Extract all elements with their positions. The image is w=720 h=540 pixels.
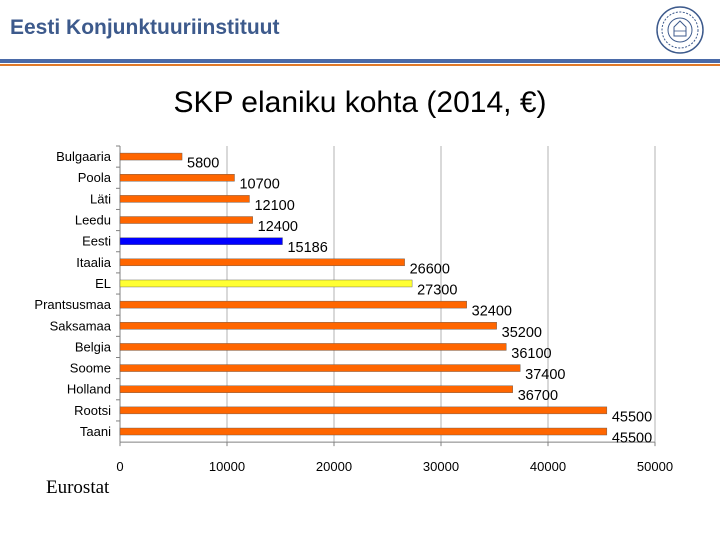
value-label-saksamaa: 35200 [502, 325, 542, 341]
value-label-itaalia: 26600 [410, 261, 450, 277]
header-divider-orange [0, 64, 720, 66]
value-label-holland: 36700 [518, 388, 558, 404]
source-label: Eurostat [46, 477, 110, 498]
value-label-läti: 12100 [254, 198, 294, 214]
bar-eesti [119, 237, 283, 245]
bar-rootsi [119, 406, 608, 415]
bar-läti [119, 195, 250, 203]
category-label-taani: Taani [80, 424, 111, 439]
bar-bulgaaria [119, 152, 183, 161]
category-label-soome: Soome [70, 361, 111, 376]
category-label-itaalia: Itaalia [76, 255, 111, 270]
value-label-prantsusmaa: 32400 [472, 304, 512, 320]
chart-title: SKP elaniku kohta (2014, €) [173, 86, 547, 119]
institute-seal-icon [656, 6, 704, 54]
bar-saksamaa [119, 322, 497, 330]
bar-prantsusmaa [119, 300, 467, 309]
x-tick-label-20000: 20000 [316, 459, 352, 474]
value-label-poola: 10700 [239, 177, 279, 193]
bar-el [119, 279, 413, 288]
x-tick-label-40000: 40000 [530, 459, 566, 474]
bar-leedu [119, 216, 253, 224]
category-label-bulgaaria: Bulgaaria [56, 149, 112, 164]
category-label-holland: Holland [67, 382, 111, 397]
bar-taani [119, 427, 608, 436]
header-divider-blue [0, 59, 720, 63]
category-label-saksamaa: Saksamaa [50, 318, 112, 333]
bar-itaalia [119, 258, 405, 267]
value-label-bulgaaria: 5800 [187, 156, 219, 172]
bar-soome [119, 364, 521, 372]
value-label-taani: 45500 [612, 431, 652, 447]
value-label-eesti: 15186 [287, 240, 327, 256]
x-tick-label-30000: 30000 [423, 459, 459, 474]
value-label-leedu: 12400 [258, 219, 298, 235]
x-tick-label-0: 0 [116, 459, 123, 474]
bar-poola [119, 174, 235, 182]
category-label-läti: Läti [90, 191, 111, 206]
bar-holland [119, 385, 513, 393]
bar-belgia [119, 343, 507, 351]
category-label-rootsi: Rootsi [74, 403, 111, 418]
category-label-el: EL [95, 276, 111, 291]
category-label-prantsusmaa: Prantsusmaa [34, 297, 111, 312]
category-label-belgia: Belgia [75, 339, 112, 354]
value-label-el: 27300 [417, 282, 457, 298]
x-tick-label-10000: 10000 [209, 459, 245, 474]
category-label-eesti: Eesti [82, 234, 111, 249]
x-tick-label-50000: 50000 [637, 459, 673, 474]
value-label-rootsi: 45500 [612, 409, 652, 425]
category-label-poola: Poola [78, 170, 112, 185]
value-label-soome: 37400 [525, 367, 565, 383]
header-title: Eesti Konjunktuuriinstituut [10, 16, 280, 39]
value-label-belgia: 36100 [511, 346, 551, 362]
category-label-leedu: Leedu [75, 213, 111, 228]
